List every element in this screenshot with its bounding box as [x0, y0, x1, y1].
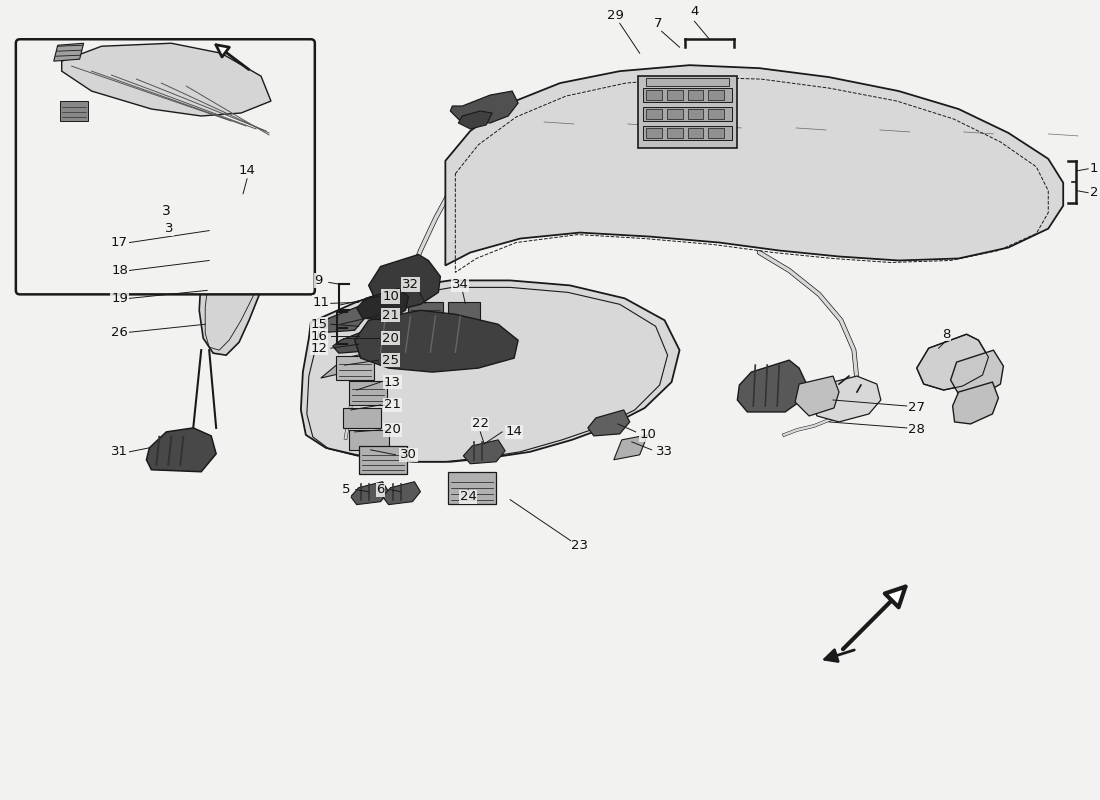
Polygon shape — [351, 482, 388, 505]
Bar — [646, 90, 661, 100]
Text: 19: 19 — [111, 292, 128, 305]
Polygon shape — [463, 440, 505, 464]
Bar — [667, 90, 682, 100]
Polygon shape — [587, 410, 629, 436]
Text: 28: 28 — [909, 423, 925, 436]
Bar — [646, 78, 729, 86]
Bar — [708, 128, 725, 138]
Text: 21: 21 — [382, 309, 399, 322]
Polygon shape — [199, 201, 270, 355]
Bar — [642, 107, 733, 121]
Text: 31: 31 — [111, 446, 128, 458]
Bar — [449, 302, 481, 324]
Bar — [642, 126, 733, 140]
Bar — [667, 109, 682, 119]
Polygon shape — [368, 254, 440, 310]
Polygon shape — [459, 111, 492, 129]
Polygon shape — [211, 197, 239, 217]
Text: 10: 10 — [382, 290, 399, 303]
Bar — [638, 76, 737, 148]
Polygon shape — [450, 91, 518, 123]
Text: 23: 23 — [571, 539, 588, 552]
Text: 11: 11 — [312, 296, 329, 309]
Bar — [359, 446, 407, 474]
Bar — [343, 408, 381, 428]
Polygon shape — [383, 482, 420, 505]
Text: 4: 4 — [691, 5, 698, 18]
Bar — [688, 128, 704, 138]
Text: 17: 17 — [111, 236, 128, 249]
Bar — [688, 90, 704, 100]
Bar — [708, 109, 725, 119]
Polygon shape — [446, 65, 1064, 266]
Polygon shape — [810, 376, 881, 422]
Polygon shape — [301, 281, 680, 462]
Text: 27: 27 — [909, 402, 925, 414]
Text: 12: 12 — [310, 342, 328, 354]
Polygon shape — [737, 360, 807, 412]
Text: 14: 14 — [506, 426, 522, 438]
Bar — [349, 430, 388, 450]
Polygon shape — [54, 43, 84, 61]
Text: 7: 7 — [653, 17, 662, 30]
Text: 16: 16 — [310, 330, 327, 342]
Text: 2: 2 — [1090, 186, 1099, 199]
Polygon shape — [146, 428, 217, 472]
Text: 21: 21 — [384, 398, 402, 411]
Text: 18: 18 — [111, 264, 128, 277]
Bar — [688, 109, 704, 119]
Polygon shape — [321, 352, 371, 378]
Bar — [646, 128, 661, 138]
Text: 13: 13 — [384, 375, 402, 389]
Polygon shape — [795, 376, 839, 416]
Bar — [408, 302, 443, 324]
Text: 3: 3 — [165, 222, 174, 235]
Polygon shape — [235, 194, 261, 214]
Text: 14: 14 — [239, 164, 255, 178]
Polygon shape — [62, 43, 271, 116]
Text: 30: 30 — [400, 448, 417, 462]
Text: 10: 10 — [639, 428, 656, 442]
Bar — [708, 90, 725, 100]
Text: 32: 32 — [402, 278, 419, 291]
Polygon shape — [354, 310, 518, 372]
FancyBboxPatch shape — [15, 39, 315, 294]
Text: 25: 25 — [382, 354, 399, 366]
Bar — [336, 356, 374, 380]
Bar — [646, 109, 661, 119]
Text: 20: 20 — [384, 423, 402, 436]
Bar — [642, 88, 733, 102]
Polygon shape — [950, 350, 1003, 394]
Text: 34: 34 — [452, 278, 469, 291]
Polygon shape — [614, 435, 648, 460]
Text: 33: 33 — [656, 446, 673, 458]
Text: 24: 24 — [460, 490, 476, 503]
Text: 6: 6 — [376, 483, 385, 496]
Text: 1: 1 — [1090, 162, 1099, 175]
Bar — [349, 381, 386, 405]
Text: 20: 20 — [382, 332, 399, 345]
Text: 15: 15 — [310, 318, 328, 330]
Text: 5: 5 — [341, 483, 350, 496]
Text: 26: 26 — [111, 326, 128, 338]
Polygon shape — [916, 334, 989, 390]
Polygon shape — [953, 382, 999, 424]
Polygon shape — [333, 330, 375, 353]
Text: 29: 29 — [607, 9, 624, 22]
Text: 8: 8 — [943, 328, 950, 341]
Bar — [449, 472, 496, 504]
Bar — [59, 101, 88, 121]
Bar — [667, 128, 682, 138]
Text: 3: 3 — [162, 204, 170, 218]
Polygon shape — [356, 288, 408, 320]
Polygon shape — [321, 306, 364, 332]
Text: 22: 22 — [472, 418, 488, 430]
Text: 9: 9 — [315, 274, 323, 287]
